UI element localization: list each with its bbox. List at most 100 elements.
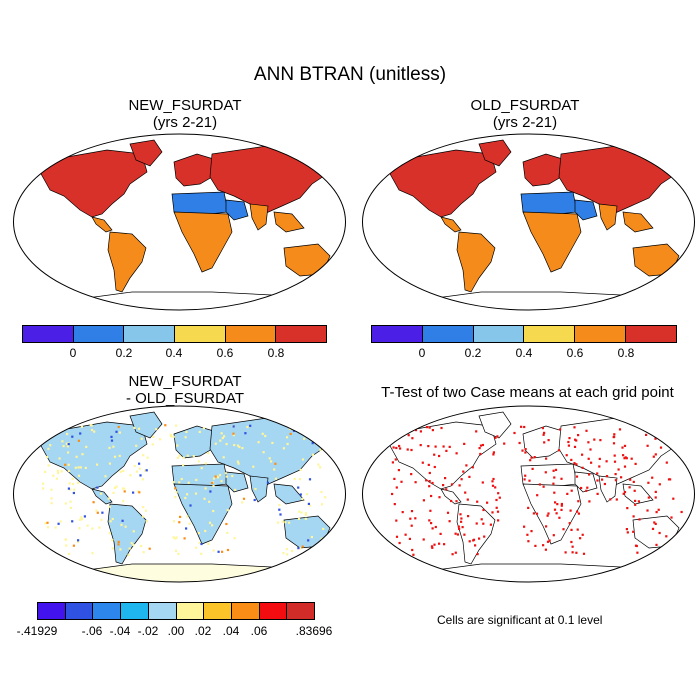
grid-cell	[122, 469, 125, 472]
grid-cell	[553, 491, 556, 494]
europe-landmass	[173, 425, 218, 459]
colorbar-swatch	[65, 603, 94, 619]
grid-cell	[528, 479, 531, 482]
grid-cell	[298, 510, 301, 513]
grid-cell	[438, 454, 441, 458]
grid-cell	[66, 445, 69, 448]
grid-cell	[172, 520, 176, 523]
grid-cell	[495, 506, 498, 509]
grid-cell	[120, 523, 123, 526]
grid-cell	[226, 531, 229, 534]
colorbar-swatch	[473, 326, 525, 342]
grid-cell	[680, 510, 683, 514]
grid-cell	[556, 503, 559, 506]
grid-cell	[672, 497, 675, 500]
grid-cell	[179, 515, 182, 518]
grid-cell	[127, 553, 130, 556]
grid-cell	[568, 437, 571, 440]
grid-cell	[596, 479, 599, 482]
colorbar-old-label: 0.2	[464, 346, 482, 360]
grid-cell	[472, 538, 476, 541]
grid-cell	[138, 467, 141, 470]
grid-cell	[450, 483, 454, 486]
grid-cell	[121, 487, 125, 490]
grid-cell	[81, 453, 84, 456]
grid-cell	[219, 439, 222, 442]
grid-cell	[241, 447, 244, 450]
grid-cell	[458, 484, 461, 487]
grid-cell	[46, 521, 49, 524]
ttest-note: Cells are significant at 0.1 level	[437, 613, 603, 627]
grid-cell	[67, 451, 70, 454]
grid-cell	[320, 427, 323, 430]
grid-cell	[520, 425, 523, 428]
colorbar-swatch	[287, 603, 315, 619]
grid-cell	[139, 474, 142, 477]
grid-cell	[552, 469, 555, 472]
grid-cell	[297, 517, 301, 520]
grid-cell	[96, 511, 99, 514]
se-asia-landmass	[273, 483, 305, 505]
grid-cell	[104, 475, 107, 478]
grid-cell	[394, 458, 397, 461]
grid-cell	[282, 447, 285, 450]
grid-cell	[552, 482, 555, 485]
grid-cell	[140, 544, 143, 548]
grid-cell	[571, 551, 574, 554]
grid-cell	[425, 426, 429, 429]
grid-cell	[613, 460, 617, 463]
colorbar-new-label: 0.6	[216, 346, 234, 360]
grid-cell	[71, 477, 74, 480]
north-america-landmass	[39, 421, 148, 490]
grid-cell	[67, 552, 71, 555]
grid-cell	[444, 477, 447, 480]
grid-cell	[285, 548, 288, 551]
grid-cell	[623, 491, 627, 494]
grid-cell	[491, 484, 495, 487]
grid-cell	[410, 510, 414, 513]
colorbar-diff	[37, 602, 315, 620]
arabia-landmass	[225, 199, 249, 221]
grid-cell	[299, 468, 302, 471]
grid-cell	[545, 457, 548, 460]
grid-cell	[560, 504, 563, 507]
south-america-landmass	[456, 503, 496, 565]
grid-cell	[523, 425, 526, 429]
colorbar-new-label: 0.8	[267, 346, 285, 360]
colorbar-diff-label: .04	[222, 624, 240, 638]
grid-cell	[297, 486, 300, 489]
grid-cell	[614, 479, 617, 482]
grid-cell	[198, 541, 201, 544]
antarctica-landmass	[51, 291, 303, 310]
grid-cell	[458, 527, 461, 530]
grid-cell	[145, 520, 148, 523]
grid-cell	[86, 524, 89, 527]
grid-cell	[589, 448, 592, 451]
grid-cell	[111, 538, 114, 542]
grid-cell	[601, 478, 604, 481]
antarctica-landmass	[51, 563, 303, 582]
grid-cell	[262, 451, 265, 454]
india-landmass	[249, 203, 269, 231]
grid-cell	[576, 528, 579, 531]
grid-cell	[269, 460, 273, 463]
grid-cell	[623, 465, 627, 468]
arabia-landmass	[574, 471, 598, 493]
grid-cell	[115, 485, 118, 488]
grid-cell	[579, 537, 582, 540]
grid-cell	[598, 465, 601, 468]
grid-cell	[492, 451, 495, 454]
grid-cell	[135, 444, 138, 447]
grid-cell	[527, 540, 530, 543]
colorbar-swatch	[524, 326, 576, 342]
grid-cell	[220, 432, 223, 435]
grid-cell	[64, 463, 67, 466]
grid-cell	[224, 472, 227, 475]
colorbar-old-label: 0.4	[515, 346, 533, 360]
grid-cell	[651, 527, 655, 530]
grid-cell	[391, 492, 394, 496]
grid-cell	[670, 516, 673, 519]
grid-cell	[204, 529, 207, 533]
grid-cell	[232, 432, 235, 435]
grid-cell	[300, 511, 303, 514]
